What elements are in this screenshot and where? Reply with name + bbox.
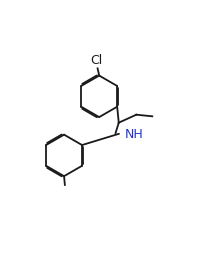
Text: Cl: Cl xyxy=(91,54,103,67)
Text: NH: NH xyxy=(124,128,143,141)
